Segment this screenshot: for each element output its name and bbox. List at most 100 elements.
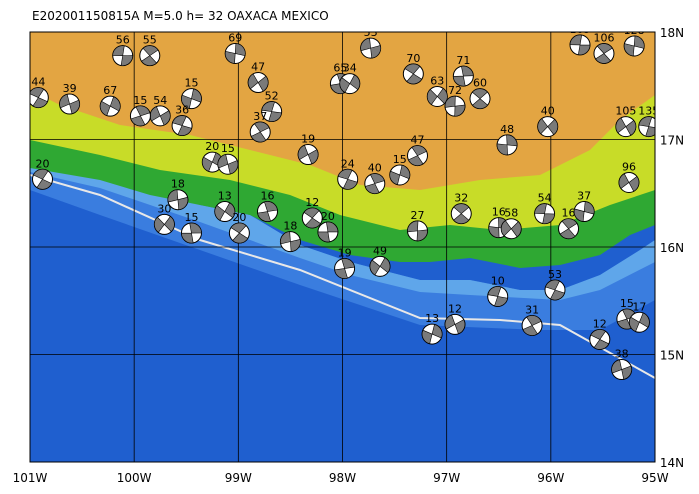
depth-label: 53	[548, 268, 562, 281]
focal-mechanism: 60	[469, 77, 491, 110]
focal-mechanism: 37	[249, 110, 271, 143]
depth-label: 20	[36, 157, 50, 170]
focal-mechanism: 17	[628, 300, 650, 333]
x-tick-label: 95W	[641, 471, 668, 485]
depth-label: 17	[632, 300, 646, 313]
focal-mechanism: 12	[301, 196, 323, 229]
compression-quadrant	[339, 74, 361, 93]
compression-quadrant	[590, 329, 610, 350]
depth-label: 10	[491, 274, 505, 287]
depth-label: 67	[103, 84, 117, 97]
x-tick-label: 97W	[433, 471, 460, 485]
focal-mechanism: 47	[407, 134, 428, 167]
compression-quadrant	[407, 220, 428, 242]
focal-mechanism: 55	[139, 34, 161, 67]
x-tick-label: 101W	[13, 471, 48, 485]
compression-quadrant	[496, 134, 518, 156]
compression-quadrant	[573, 201, 595, 222]
x-tick-label: 100W	[117, 471, 152, 485]
depth-label: 56	[116, 34, 130, 47]
compression-quadrant	[615, 117, 637, 136]
focal-mechanism: 96	[618, 161, 640, 193]
compression-quadrant	[250, 121, 270, 143]
compression-quadrant	[629, 312, 650, 332]
depth-label: 12	[448, 302, 462, 315]
compression-quadrant	[59, 93, 80, 115]
depth-label: 18	[171, 178, 185, 191]
title: E202001150815A M=5.0 h= 32 OAXACA MEXICO	[32, 9, 329, 23]
compression-quadrant	[30, 87, 48, 108]
y-tick-label: 18N	[660, 26, 684, 40]
focal-mechanism: 67	[99, 84, 121, 117]
focal-mechanism: 49	[369, 244, 391, 277]
compression-quadrant	[217, 154, 239, 175]
compression-quadrant	[167, 189, 189, 211]
depth-label: 48	[500, 123, 514, 136]
depth-label: 135	[638, 105, 659, 118]
focal-mechanism: 34	[339, 62, 361, 95]
depth-label: 70	[406, 52, 420, 65]
focal-mechanism: 18	[279, 220, 301, 253]
compression-quadrant	[154, 215, 175, 233]
focal-mechanism: 52	[261, 90, 283, 123]
focal-mechanism: 56	[112, 34, 134, 67]
compression-quadrant	[389, 164, 411, 186]
focal-mechanism: 37	[573, 190, 595, 223]
compression-quadrant	[611, 359, 632, 380]
compression-quadrant	[99, 96, 121, 116]
compression-quadrant	[364, 173, 385, 194]
depth-label: 16	[261, 190, 275, 203]
depth-label: 20	[205, 140, 219, 153]
focal-mechanism: 12	[444, 302, 466, 335]
focal-mechanism: 135	[638, 105, 659, 138]
depth-label: 20	[232, 211, 246, 224]
depth-label: 13	[218, 190, 232, 203]
compression-quadrant	[569, 34, 591, 56]
compression-quadrant	[112, 45, 134, 66]
focal-mechanism: 20	[32, 157, 53, 190]
focal-mechanism: 63	[426, 75, 448, 107]
depth-label: 18	[283, 220, 297, 233]
focal-mechanism: 15	[217, 142, 239, 175]
depth-label: 34	[343, 62, 357, 75]
depth-label: 39	[63, 82, 77, 95]
depth-label: 16	[492, 206, 506, 219]
focal-mechanism: 16	[257, 190, 278, 223]
compression-quadrant	[369, 257, 391, 276]
compression-quadrant	[545, 279, 565, 301]
depth-label: 19	[301, 133, 315, 146]
depth-label: 31	[525, 303, 539, 316]
focal-mechanism: 106	[593, 32, 615, 64]
focal-mechanism: 71	[452, 54, 474, 87]
focal-mechanism: 53	[544, 268, 566, 301]
depth-label: 47	[251, 61, 265, 74]
compression-quadrant	[141, 45, 159, 66]
focal-mechanism: 53	[360, 32, 382, 59]
compression-quadrant	[522, 315, 542, 336]
focal-mechanism: 54	[149, 94, 171, 127]
compression-quadrant	[247, 73, 269, 92]
compression-quadrant	[172, 115, 193, 136]
focal-mechanism: 58	[500, 207, 522, 240]
compression-quadrant	[230, 222, 249, 244]
depth-label: 47	[411, 134, 425, 147]
focal-mechanism: 12	[589, 317, 611, 350]
depth-label: 60	[473, 77, 487, 90]
depth-label: 24	[341, 157, 355, 170]
focal-mechanism: 109	[569, 32, 591, 56]
depth-label: 105	[615, 105, 636, 118]
compression-quadrant	[559, 218, 578, 240]
depth-label: 49	[373, 244, 387, 257]
focal-mechanism: 47	[247, 61, 269, 94]
compression-quadrant	[130, 105, 151, 127]
compression-quadrant	[404, 63, 423, 85]
depth-label: 40	[368, 162, 382, 175]
depth-label: 15	[620, 297, 634, 310]
focal-mechanism: 39	[59, 82, 81, 115]
compression-quadrant	[334, 258, 355, 279]
depth-label: 40	[541, 105, 555, 118]
focal-mechanism: 54	[534, 192, 556, 225]
depth-label: 52	[265, 90, 279, 103]
